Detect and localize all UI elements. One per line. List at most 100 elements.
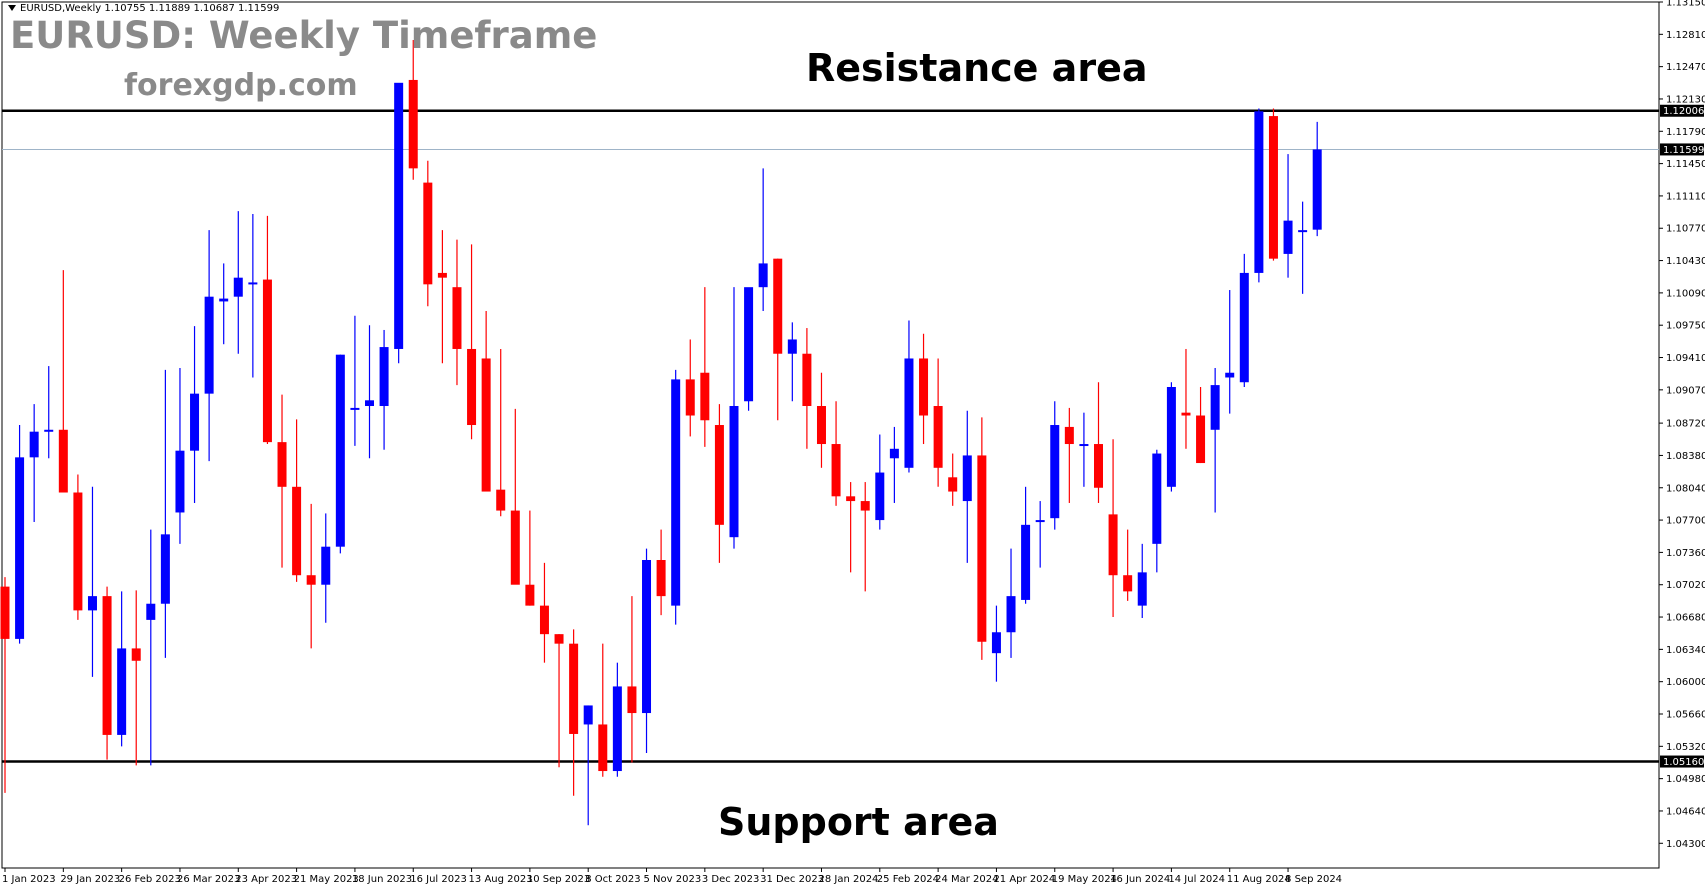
candle-body	[15, 457, 25, 639]
candle-body	[1123, 575, 1133, 592]
x-tick-label: 3 Dec 2023	[702, 874, 760, 885]
candle-body	[1006, 596, 1016, 633]
x-tick-label: 28 Jan 2024	[818, 874, 878, 885]
dropdown-triangle-icon	[8, 5, 16, 11]
x-tick-label: 21 Apr 2024	[993, 874, 1055, 885]
x-tick-label: 1 Jan 2023	[2, 874, 56, 885]
candle-body	[1312, 149, 1322, 230]
candle-body	[539, 605, 549, 635]
y-tick-label: 1.11110	[1666, 191, 1705, 202]
support-tag-label: 1.05160	[1663, 757, 1704, 768]
candle-body	[656, 560, 666, 597]
y-tick-label: 1.06340	[1666, 645, 1705, 656]
candle-body	[1239, 272, 1249, 383]
candle-body	[991, 632, 1001, 654]
y-tick-label: 1.09070	[1666, 385, 1705, 396]
y-tick-label: 1.10770	[1666, 224, 1705, 235]
candle-body	[58, 429, 68, 493]
candle-body	[131, 648, 141, 661]
symbol-info-text: EURUSD,Weekly 1.10755 1.11889 1.10687 1.…	[20, 3, 280, 14]
current-price-tag	[1660, 143, 1704, 156]
candle-body	[321, 546, 331, 585]
x-tick-label: 24 Mar 2024	[935, 874, 998, 885]
candle-body	[1196, 415, 1206, 464]
candle-body	[379, 347, 389, 407]
candle-body	[787, 339, 797, 354]
candle-body	[904, 358, 914, 468]
y-tick-label: 1.04980	[1666, 774, 1705, 785]
candle-body	[933, 406, 943, 468]
resistance-tag-label: 1.12006	[1663, 106, 1704, 117]
x-tick-label: 10 Sep 2023	[527, 874, 590, 885]
candle-body	[598, 724, 608, 772]
x-tick-label: 21 May 2023	[294, 874, 359, 885]
candles-layer	[0, 40, 1322, 826]
support-label: Support area	[718, 800, 999, 844]
candle-body	[627, 686, 637, 714]
candle-body	[802, 353, 812, 407]
candle-body	[671, 379, 681, 606]
support-tag	[1660, 755, 1704, 768]
y-tick-label: 1.04640	[1666, 806, 1705, 817]
candle-body	[510, 510, 520, 585]
candle-body	[44, 429, 54, 432]
resistance-label: Resistance area	[806, 46, 1148, 90]
candle-body	[0, 586, 10, 639]
candle-body	[1181, 412, 1191, 416]
watermark-title: EURUSD: Weekly Timeframe	[10, 14, 598, 57]
candle-body	[1108, 514, 1118, 576]
x-tick-label: 18 Jun 2023	[352, 874, 412, 885]
x-tick-label: 26 Mar 2023	[177, 874, 240, 885]
candle-body	[685, 379, 695, 416]
x-tick-label: 29 Jan 2023	[60, 874, 120, 885]
candle-body	[306, 575, 316, 585]
candle-body	[335, 354, 345, 547]
candle-body	[1050, 425, 1060, 519]
candle-body	[262, 279, 272, 443]
x-tick-label: 8 Sep 2024	[1285, 874, 1342, 885]
candle-body	[248, 282, 258, 285]
candle-body	[73, 492, 83, 611]
resistance-tag	[1660, 104, 1704, 117]
candle-body	[1225, 372, 1235, 378]
candle-body	[1268, 116, 1278, 259]
candle-body	[365, 400, 374, 407]
candle-body	[496, 489, 506, 511]
candle-body	[175, 450, 185, 513]
y-tick-label: 1.10430	[1666, 256, 1705, 267]
candle-body	[1064, 426, 1074, 445]
candle-body	[569, 643, 579, 734]
candle-body	[350, 407, 360, 410]
y-tick-label: 1.06000	[1666, 677, 1705, 688]
candle-body	[1298, 230, 1308, 233]
y-tick-label: 1.11790	[1666, 127, 1705, 138]
y-tick-label: 1.07360	[1666, 548, 1705, 559]
x-tick-label: 13 Aug 2023	[469, 874, 533, 885]
candle-body	[1079, 444, 1089, 447]
candle-body	[1283, 220, 1293, 254]
candle-body	[204, 296, 214, 394]
candle-body	[773, 258, 783, 354]
candle-body	[292, 486, 302, 576]
y-tick-label: 1.12130	[1666, 94, 1705, 105]
candle-body	[583, 705, 593, 725]
y-tick-label: 1.08040	[1666, 483, 1705, 494]
candle-body	[423, 182, 433, 285]
candle-body	[219, 298, 229, 302]
candle-body	[714, 425, 724, 525]
y-tick-label: 1.09410	[1666, 353, 1705, 364]
y-tick-label: 1.04300	[1666, 839, 1705, 850]
candle-body	[233, 277, 243, 297]
x-tick-label: 23 Apr 2023	[235, 874, 297, 885]
candle-body	[642, 560, 652, 714]
candle-body	[889, 448, 899, 459]
candle-body	[977, 455, 987, 642]
symbol-info: EURUSD,Weekly 1.10755 1.11889 1.10687 1.…	[8, 3, 279, 14]
candle-body	[729, 406, 739, 538]
y-tick-label: 1.08380	[1666, 451, 1705, 462]
candle-body	[481, 358, 491, 492]
x-tick-label: 19 May 2024	[1052, 874, 1117, 885]
x-tick-label: 11 Aug 2024	[1227, 874, 1291, 885]
